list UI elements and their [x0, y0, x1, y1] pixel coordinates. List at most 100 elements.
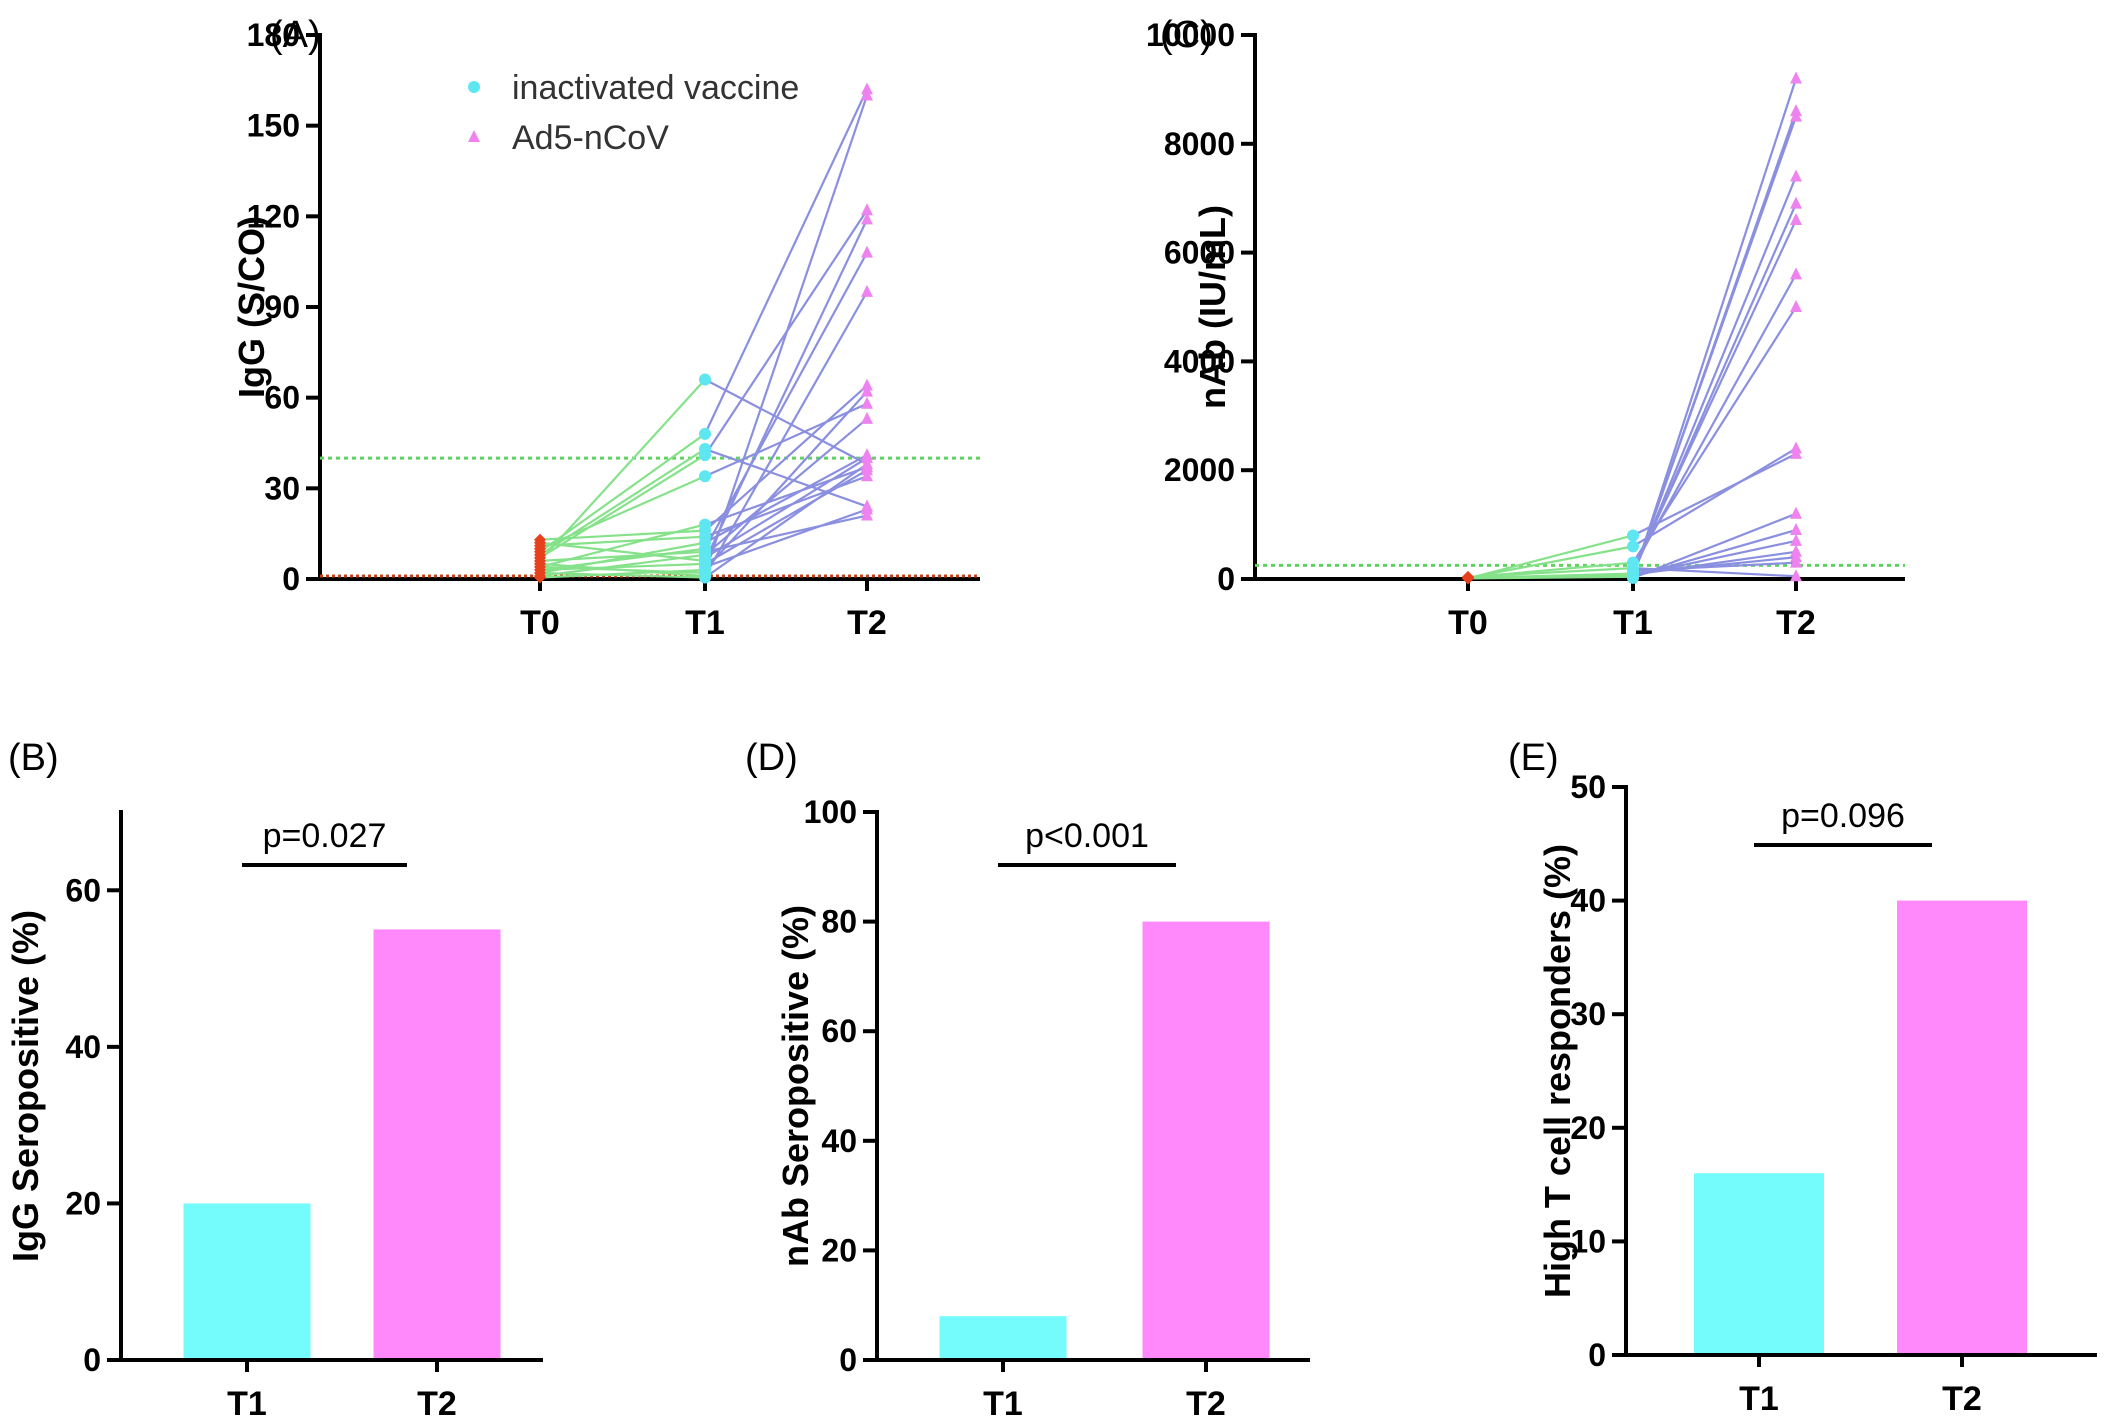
panel-b-bar-t1 [183, 1203, 311, 1360]
panel-b-p-value: p=0.027 [263, 817, 387, 855]
panel-e-y-tick-label: 30 [1570, 996, 1606, 1032]
panel-a-y-tick-label: 60 [264, 380, 300, 416]
panel-a-t2-point [861, 212, 873, 225]
panel-a-t2-point [861, 384, 873, 397]
panel-d-y-tick-label: 60 [821, 1013, 857, 1049]
panel-d-y-tick-label: 100 [804, 794, 857, 830]
panel-a-t1-point [699, 443, 711, 456]
panel-d-bar-t2 [1142, 921, 1270, 1360]
panel-c-y-tick-label: 2000 [1164, 452, 1235, 488]
panel-e-bar-t1 [1694, 1173, 1824, 1355]
panel-c-t2-point [1790, 506, 1802, 519]
panel-c-t2-point [1790, 212, 1802, 225]
panel-b-y-label: IgG Seropositive (%) [5, 910, 46, 1262]
panel-a-t2-point [861, 396, 873, 409]
panel-e-y-tick-label: 50 [1570, 769, 1606, 805]
panel-e-x-tick-label: T1 [1739, 1380, 1779, 1418]
panel-c-t2-point [1790, 300, 1802, 312]
panel-c-x-tick-label: T0 [1448, 604, 1488, 642]
panel-c-y-tick-label: 8000 [1164, 126, 1235, 162]
panel-d-y-label: nAb Seropositive (%) [775, 905, 816, 1267]
panel-a-line-t0-t1 [539, 571, 706, 579]
panel-d-p-value: p<0.001 [1025, 817, 1149, 855]
panel-a-t1-point [699, 470, 711, 483]
panel-e-y-tick-label: 10 [1570, 1223, 1606, 1259]
panel-a-t2-point [861, 82, 873, 95]
panel-c-t2-point [1790, 196, 1802, 209]
panel-a-line-t1-t2 [704, 384, 868, 532]
panel-a-line-t0-t1 [539, 535, 706, 547]
panel-a-y-label: IgG (S/CO) [231, 216, 272, 398]
panel-c-t2-point [1790, 441, 1802, 454]
panel-e-p-value: p=0.096 [1781, 797, 1905, 835]
panel-a-line-t1-t2 [704, 448, 868, 508]
panel-a-line-t1-t2 [704, 514, 868, 553]
legend-inactivated-marker [468, 81, 480, 93]
panel-b-y-tick-label: 0 [83, 1342, 101, 1378]
legend-inactivated-label: inactivated vaccine [512, 69, 799, 107]
panel-b-x-tick-label: T2 [417, 1385, 457, 1423]
panel-a-t1-point [699, 518, 711, 531]
panel-a-y-tick-label: 30 [264, 470, 300, 506]
panel-a-line-t1-t2 [704, 209, 868, 456]
legend-ad5-label: Ad5-nCoV [512, 119, 669, 157]
panel-a-line-t1-t2 [704, 88, 868, 435]
panel-a-line-t1-t2 [704, 252, 868, 550]
panel-a-y-tick-label: 150 [247, 108, 300, 144]
panel-c-line-t1-t2 [1632, 219, 1797, 572]
panel-a-t2-point [861, 284, 873, 297]
panel-d-y-tick-label: 20 [821, 1232, 857, 1268]
panel-a-t2-point [861, 378, 873, 391]
panel-c-line-t0-t1 [1467, 567, 1634, 578]
panel-c-line-t0-t1 [1467, 545, 1634, 579]
panel-a-line-t0-t1 [539, 541, 706, 562]
panel-a-y-tick-label: 180 [247, 17, 300, 53]
panel-a-line-t1-t2 [704, 457, 868, 559]
panel-c-line-t1-t2 [1631, 116, 1798, 577]
panel-c-line-t1-t2 [1631, 78, 1798, 579]
panel-c-t2-point [1790, 523, 1802, 536]
panel-e-bar-t2 [1897, 900, 2027, 1355]
panel-a-y-tick-label: 90 [264, 289, 300, 325]
panel-c-t1-point [1627, 556, 1639, 569]
panel-a-line-t0-t1 [539, 378, 706, 562]
panel-a-t2-point [861, 411, 873, 424]
panel-a-t2-point [861, 448, 873, 461]
panel-b-x-tick-label: T1 [227, 1385, 267, 1423]
panel-d-y-tick-label: 0 [839, 1342, 857, 1378]
panel-a-line-t0-t1 [539, 529, 706, 541]
panel-c-line-t1-t2 [1632, 567, 1797, 578]
panel-c-line-t1-t2 [1632, 512, 1797, 579]
panel-a-line-t1-t2 [704, 417, 868, 556]
panel-a-line-t0-t1 [539, 433, 706, 553]
panel-d-x-tick-label: T2 [1186, 1385, 1226, 1423]
panel-a-t2-point [861, 499, 873, 512]
panel-a-line-t0-t1 [539, 550, 706, 562]
panel-c-x-tick-label: T2 [1776, 604, 1816, 642]
panel-c-t1-point [1627, 540, 1639, 553]
panel-a-t2-point [861, 245, 873, 258]
panel-c-t2-point [1790, 544, 1802, 557]
panel-b-y-tick-label: 60 [65, 872, 101, 908]
panel-a-x-tick-label: T0 [520, 604, 560, 642]
panel-c-line-t0-t1 [1467, 575, 1634, 580]
panel-a-t2-point [861, 88, 873, 101]
panel-b-y-tick-label: 40 [65, 1029, 101, 1065]
panel-d-bar-t1 [939, 1316, 1067, 1360]
panel-d-y-tick-label: 40 [821, 1123, 857, 1159]
panel-c-line-t1-t2 [1632, 452, 1797, 537]
panel-e-panel-label: (E) [1508, 737, 1559, 779]
panel-e-y-tick-label: 20 [1570, 1110, 1606, 1146]
panel-c-panel-label: (C) [1160, 14, 1213, 56]
panel-c-x-tick-label: T1 [1613, 604, 1653, 642]
panel-c-line-t1-t2 [1631, 176, 1798, 576]
panel-c-y-tick-label: 10000 [1146, 17, 1235, 53]
panel-a-line-t0-t1 [539, 454, 706, 559]
panel-c-t2-point [1790, 569, 1802, 582]
panel-a-y-tick-label: 120 [247, 198, 300, 234]
panel-d-x-tick-label: T1 [983, 1385, 1023, 1423]
panel-e-y-tick-label: 0 [1588, 1337, 1606, 1373]
panel-c-t2-point [1790, 533, 1802, 546]
panel-a-line-t0-t1 [539, 565, 706, 575]
